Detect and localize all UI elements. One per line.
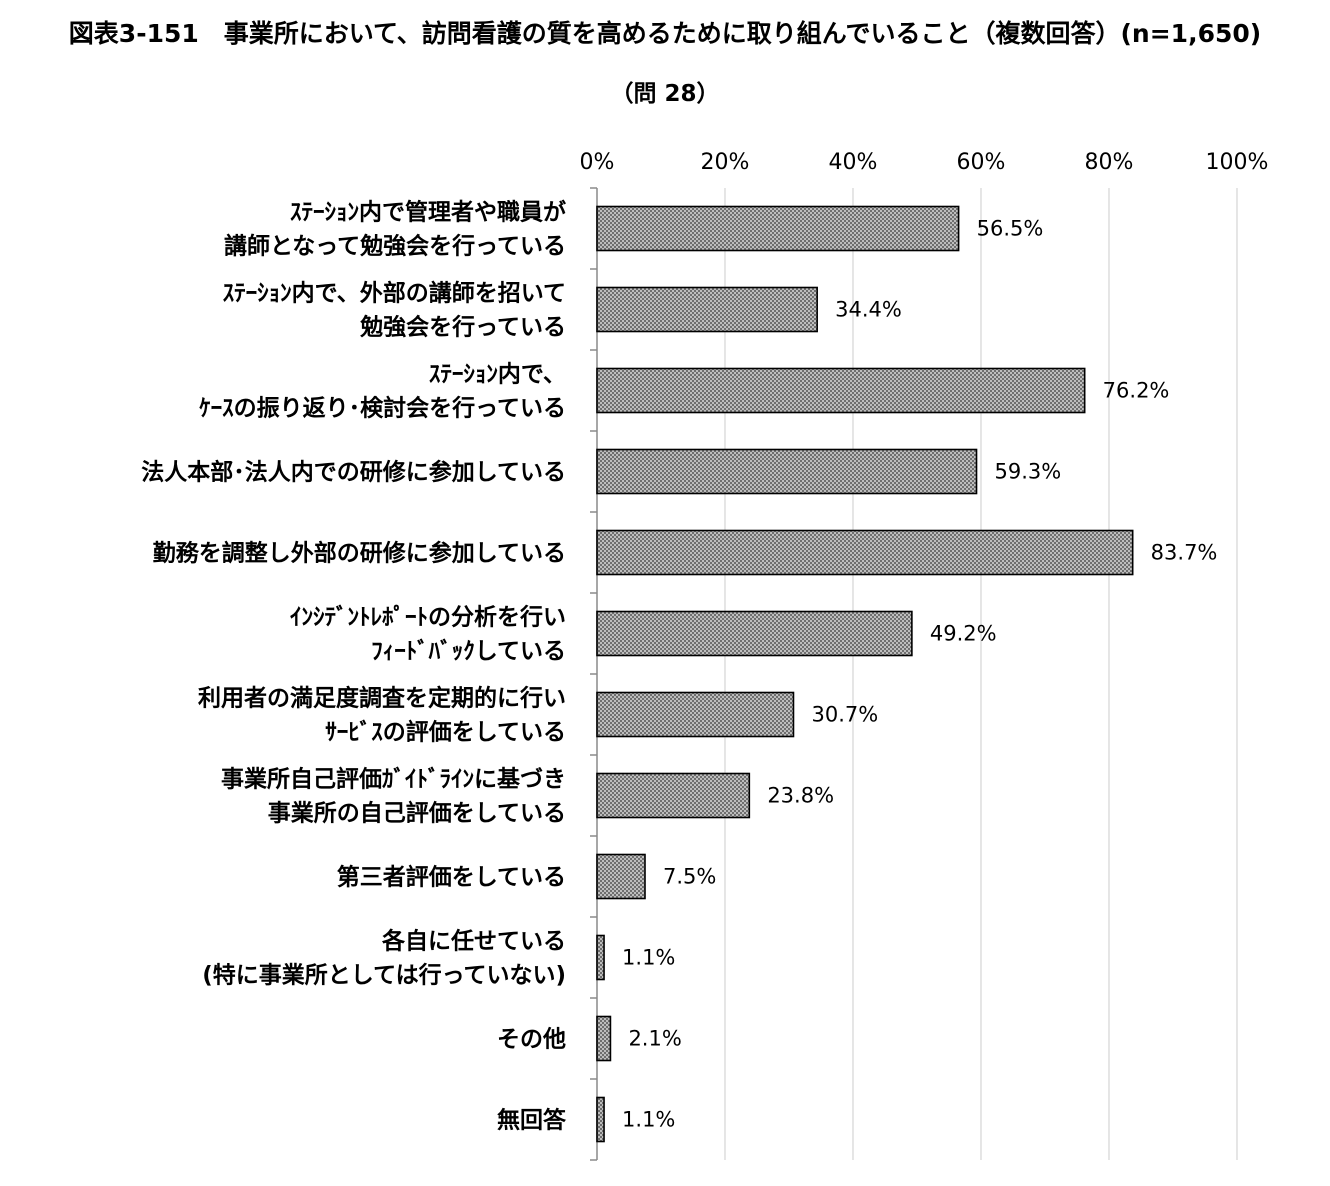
category-label: ｽﾃｰｼｮﾝ内で管理者や職員が — [290, 199, 566, 226]
category-label: ﾌｨｰﾄﾞﾊﾞｯｸしている — [371, 638, 566, 665]
category-label: 勉強会を行っている — [359, 314, 566, 341]
category-label: (特に事業所としては行っていない) — [202, 962, 566, 989]
data-label: 59.3% — [995, 460, 1062, 484]
bar — [596, 367, 1086, 414]
bar — [596, 610, 913, 657]
bar — [596, 529, 1134, 576]
category-label: その他 — [497, 1027, 566, 1053]
data-label: 56.5% — [977, 217, 1044, 241]
category-label: ｹｰｽの振り返り･検討会を行っている — [199, 395, 566, 422]
x-tick-label: 60% — [957, 150, 1006, 175]
x-tick-label: 100% — [1206, 150, 1269, 175]
chart-title: 図表3-151 事業所において、訪問看護の質を高めるために取り組んでいること（複… — [68, 19, 1262, 48]
bar — [596, 691, 795, 738]
data-label: 2.1% — [628, 1027, 681, 1051]
data-labels: 56.5% 34.4% 76.2% 59.3% 83.7% 49.2% 30.7% 23.8%… — [622, 217, 1217, 1132]
data-label: 1.1% — [622, 1108, 675, 1132]
bar — [596, 205, 960, 252]
category-label: 利用者の満足度調査を定期的に行い — [198, 685, 566, 712]
category-label: ｻｰﾋﾞｽの評価をしている — [325, 719, 566, 746]
bar — [596, 286, 818, 333]
bar — [596, 1096, 605, 1143]
chart-subtitle: （問 28） — [610, 81, 720, 107]
category-label: 事業所の自己評価をしている — [268, 800, 566, 827]
x-tick-label: 80% — [1085, 150, 1134, 175]
data-label: 49.2% — [930, 622, 997, 646]
x-tick-label: 40% — [829, 150, 878, 175]
x-tick-label: 20% — [701, 150, 750, 175]
bar — [596, 772, 751, 819]
data-label: 83.7% — [1151, 541, 1218, 565]
bar — [596, 853, 646, 900]
bar — [596, 448, 978, 495]
x-tick-label: 0% — [580, 150, 615, 175]
category-label: 法人本部･法人内での研修に参加している — [141, 459, 566, 486]
x-axis-ticks: 0% 20% 40% 60% 80% 100% — [580, 150, 1269, 175]
category-label: ｽﾃｰｼｮﾝ内で、外部の講師を招いて — [223, 280, 566, 307]
bar — [596, 1015, 612, 1062]
bars — [596, 205, 1134, 1143]
data-label: 23.8% — [767, 784, 834, 808]
category-label: 勤務を調整し外部の研修に参加している — [153, 540, 566, 567]
data-label: 30.7% — [811, 703, 878, 727]
data-label: 7.5% — [663, 865, 716, 889]
category-label: 無回答 — [497, 1107, 567, 1134]
category-axis — [590, 187, 598, 1161]
category-label: 講師となって勉強会を行っている — [224, 233, 566, 260]
category-label: ｽﾃｰｼｮﾝ内で、 — [429, 362, 566, 388]
category-label: ｲﾝｼﾃﾞﾝﾄﾚﾎﾟｰﾄの分析を行い — [290, 604, 566, 631]
grid-lines — [724, 188, 1238, 1160]
bar — [596, 934, 605, 981]
data-label: 1.1% — [622, 946, 675, 970]
data-label: 76.2% — [1103, 379, 1170, 403]
data-label: 34.4% — [835, 298, 902, 322]
category-label: 事業所自己評価ｶﾞｲﾄﾞﾗｲﾝに基づき — [221, 766, 566, 793]
category-label: 第三者評価をしている — [337, 864, 566, 891]
category-label: 各自に任せている — [381, 928, 566, 955]
